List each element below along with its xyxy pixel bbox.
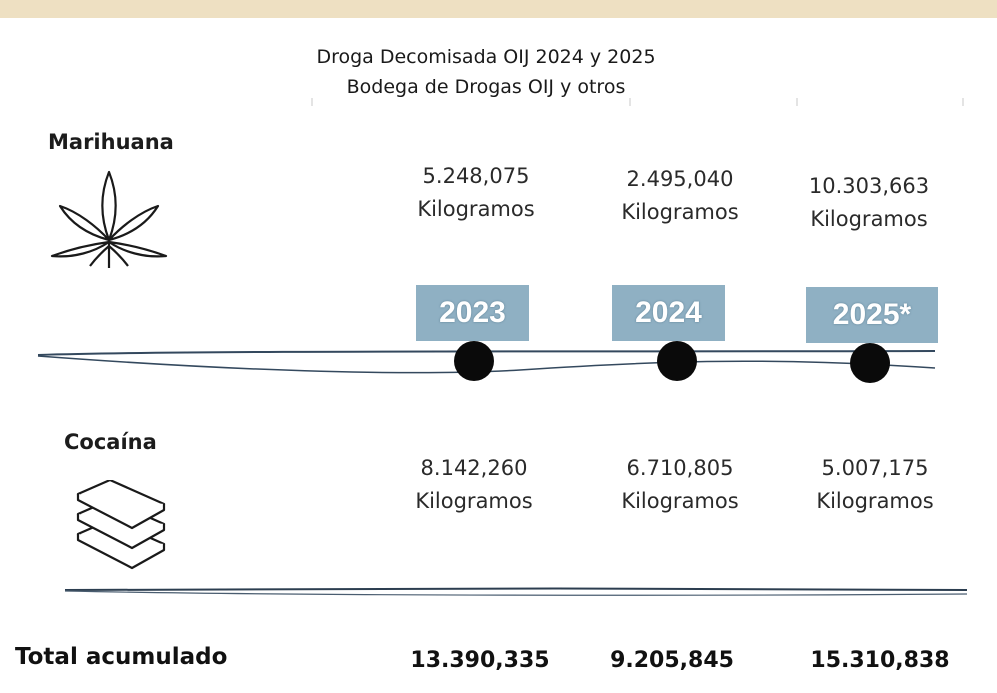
timeline-dot-2025 [850, 343, 890, 383]
drug-label-cocaina: Cocaína [64, 430, 157, 454]
marihuana-value-2023: 5.248,075 Kilogramos [417, 164, 535, 221]
stacked-packages-icon [76, 480, 166, 570]
chart-title: Droga Decomisada OIJ 2024 y 2025 [316, 46, 656, 68]
total-label: Total acumulado [15, 644, 228, 670]
top-banner [0, 0, 997, 18]
year-badge-2025: 2025* [806, 287, 938, 343]
marihuana-value-2025: 10.303,663 Kilogramos [808, 174, 930, 231]
year-badge-2023: 2023 [416, 285, 529, 341]
year-badge-2024: 2024 [612, 285, 725, 341]
chart-subtitle: Bodega de Drogas OIJ y otros [346, 76, 626, 98]
marihuana-value-2024: 2.495,040 Kilogramos [621, 167, 739, 224]
timeline-dot-2023 [454, 341, 494, 381]
drug-label-marihuana: Marihuana [48, 130, 174, 154]
timeline-dot-2024 [657, 341, 697, 381]
cocaina-value-2024: 6.710,805 Kilogramos [621, 456, 739, 513]
total-value-2024: 9.205,845 [610, 648, 734, 673]
total-value-2023: 13.390,335 [410, 648, 550, 673]
cannabis-leaf-icon [50, 170, 168, 268]
total-value-2025: 15.310,838 [810, 648, 950, 673]
cocaina-value-2023: 8.142,260 Kilogramos [415, 456, 533, 513]
cocaina-value-2025: 5.007,175 Kilogramos [816, 456, 934, 513]
